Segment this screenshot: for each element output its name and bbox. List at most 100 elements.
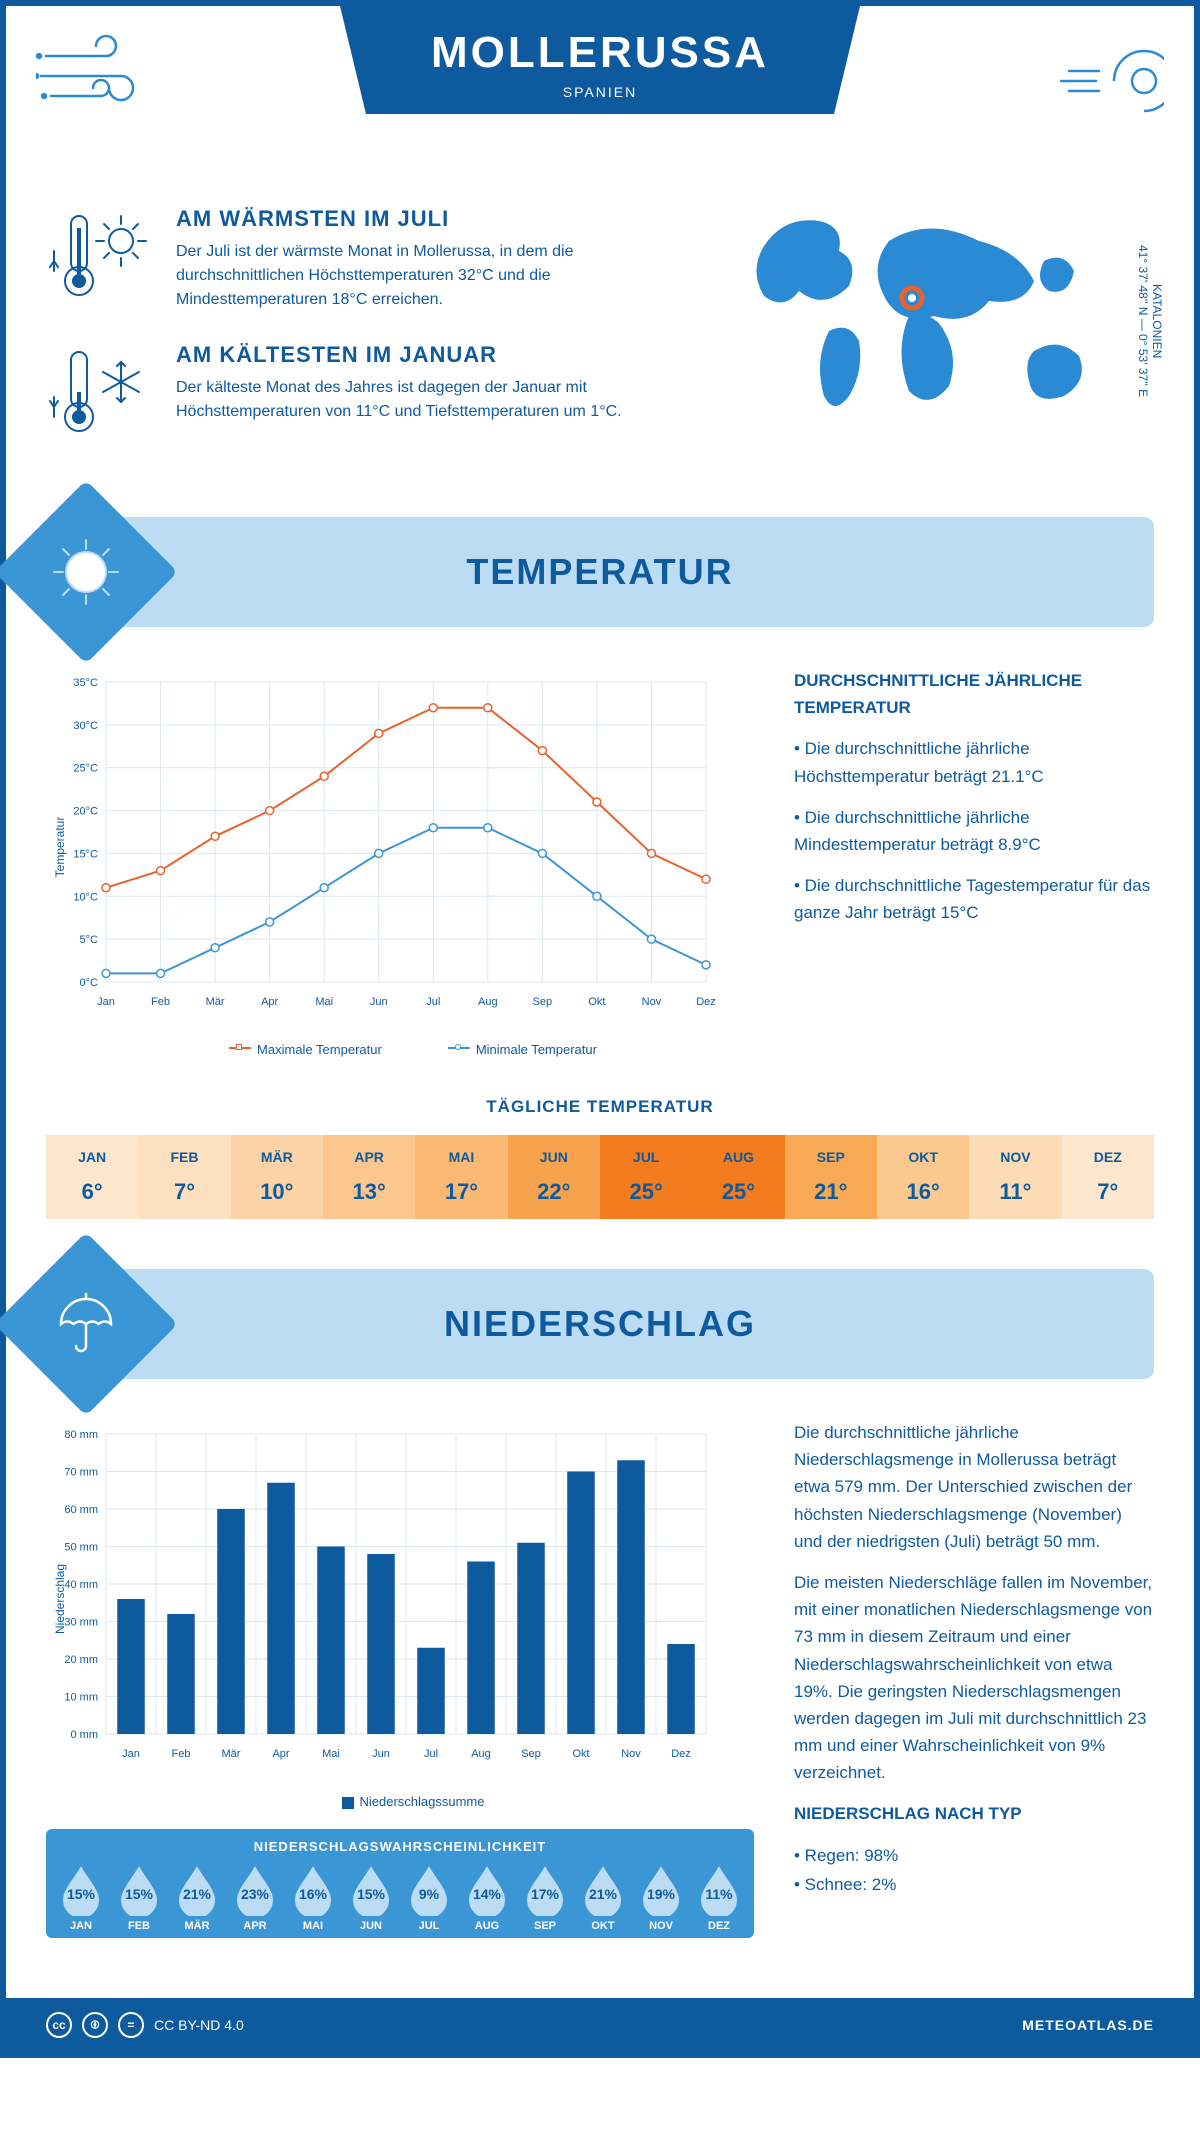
daily-value: 16°: [877, 1179, 969, 1205]
intro-facts: AM WÄRMSTEN IM JULI Der Juli ist der wär…: [46, 206, 694, 477]
daily-temp-cell: APR 13°: [323, 1135, 415, 1219]
coordinates: KATALONIEN 41° 37' 48'' N — 0° 53' 37'' …: [1136, 206, 1164, 436]
daily-temp-title: TÄGLICHE TEMPERATUR: [46, 1097, 1154, 1117]
daily-value: 25°: [692, 1179, 784, 1205]
daily-value: 13°: [323, 1179, 415, 1205]
precip-summary: Die durchschnittliche jährliche Niedersc…: [794, 1419, 1154, 1938]
daily-month: MAI: [415, 1149, 507, 1165]
svg-text:Mai: Mai: [315, 996, 333, 1008]
precip-prob-cell: 16%MAI: [284, 1862, 342, 1932]
precip-prob-cell: 23%APR: [226, 1862, 284, 1932]
drop-icon: 21%: [175, 1862, 219, 1916]
precip-p2: Die meisten Niederschläge fallen im Nove…: [794, 1569, 1154, 1787]
temp-summary-b1: • Die durchschnittliche jährliche Höchst…: [794, 735, 1154, 789]
drop-percent: 17%: [523, 1862, 567, 1916]
coords-label: 41° 37' 48'' N — 0° 53' 37'' E: [1136, 245, 1150, 397]
svg-text:Dez: Dez: [696, 996, 716, 1008]
drop-month: SEP: [516, 1920, 574, 1932]
svg-text:70 mm: 70 mm: [64, 1467, 98, 1479]
daily-temp-cell: FEB7°: [138, 1135, 230, 1219]
svg-text:Jun: Jun: [370, 996, 388, 1008]
daily-value: 6°: [46, 1179, 138, 1205]
daily-temp-cell: NOV11°: [969, 1135, 1061, 1219]
drop-icon: 11%: [697, 1862, 741, 1916]
drop-percent: 15%: [59, 1862, 103, 1916]
legend-max: Maximale Temperatur: [203, 1042, 382, 1057]
cc-icon: cc: [46, 2012, 72, 2038]
daily-month: APR: [323, 1149, 415, 1165]
daily-value: 17°: [415, 1179, 507, 1205]
fact-warmest: AM WÄRMSTEN IM JULI Der Juli ist der wär…: [46, 206, 694, 312]
daily-month: DEZ: [1062, 1149, 1154, 1165]
svg-text:35°C: 35°C: [73, 677, 98, 689]
temp-summary-b2: • Die durchschnittliche jährliche Mindes…: [794, 804, 1154, 858]
daily-month: AUG: [692, 1149, 784, 1165]
drop-percent: 9%: [407, 1862, 451, 1916]
fact-coldest: AM KÄLTESTEN IM JANUAR Der kälteste Mona…: [46, 342, 694, 447]
daily-month: NOV: [969, 1149, 1061, 1165]
drop-icon: 14%: [465, 1862, 509, 1916]
svg-text:Okt: Okt: [588, 996, 605, 1008]
world-map: [734, 206, 1114, 436]
precip-block: 0 mm10 mm20 mm30 mm40 mm50 mm60 mm70 mm8…: [46, 1419, 1154, 1938]
temperature-block: 0°C5°C10°C15°C20°C25°C30°C35°CJanFebMärA…: [46, 667, 1154, 1057]
drop-percent: 21%: [175, 1862, 219, 1916]
umbrella-icon: [0, 1232, 178, 1416]
svg-text:20°C: 20°C: [73, 806, 98, 818]
drop-month: JAN: [52, 1920, 110, 1932]
svg-text:20 mm: 20 mm: [64, 1654, 98, 1666]
daily-month: MÄR: [231, 1149, 323, 1165]
precip-chart-area: 0 mm10 mm20 mm30 mm40 mm50 mm60 mm70 mm8…: [46, 1419, 754, 1938]
section-temperature-banner: TEMPERATUR: [46, 517, 1154, 627]
daily-temp-cell: OKT16°: [877, 1135, 969, 1219]
svg-text:Aug: Aug: [471, 1748, 491, 1760]
precip-type-title: NIEDERSCHLAG NACH TYP: [794, 1800, 1154, 1827]
drop-month: AUG: [458, 1920, 516, 1932]
svg-text:0 mm: 0 mm: [71, 1729, 99, 1741]
precip-type-2: • Schnee: 2%: [794, 1871, 1154, 1898]
footer: cc 🅯 = CC BY-ND 4.0 METEOATLAS.DE: [6, 1998, 1194, 2052]
drop-icon: 23%: [233, 1862, 277, 1916]
drop-icon: 15%: [117, 1862, 161, 1916]
license-block: cc 🅯 = CC BY-ND 4.0: [46, 2012, 244, 2038]
daily-temp-cell: JUN22°: [508, 1135, 600, 1219]
fact-cold-text: Der kälteste Monat des Jahres ist dagege…: [176, 376, 694, 424]
section-precip-banner: NIEDERSCHLAG: [46, 1269, 1154, 1379]
svg-text:Jul: Jul: [424, 1748, 438, 1760]
daily-month: JUN: [508, 1149, 600, 1165]
svg-text:40 mm: 40 mm: [64, 1579, 98, 1591]
svg-text:Feb: Feb: [151, 996, 170, 1008]
svg-text:Jul: Jul: [426, 996, 440, 1008]
svg-text:50 mm: 50 mm: [64, 1542, 98, 1554]
daily-month: JAN: [46, 1149, 138, 1165]
precip-prob-cell: 15%JUN: [342, 1862, 400, 1932]
svg-text:Temperatur: Temperatur: [53, 817, 67, 878]
precip-legend: Niederschlagssumme: [46, 1794, 754, 1809]
map-area: KATALONIEN 41° 37' 48'' N — 0° 53' 37'' …: [734, 206, 1154, 477]
svg-text:Jan: Jan: [97, 996, 115, 1008]
precip-p1: Die durchschnittliche jährliche Niedersc…: [794, 1419, 1154, 1555]
svg-text:0°C: 0°C: [80, 977, 99, 989]
drop-percent: 11%: [697, 1862, 741, 1916]
temp-summary-b3: • Die durchschnittliche Tagestemperatur …: [794, 872, 1154, 926]
brand: METEOATLAS.DE: [1022, 2017, 1154, 2033]
fact-cold-title: AM KÄLTESTEN IM JANUAR: [176, 342, 694, 368]
license-text: CC BY-ND 4.0: [154, 2017, 244, 2033]
by-icon: 🅯: [82, 2012, 108, 2038]
daily-temp-table: JAN6°FEB7°MÄR10°APR13°MAI17°JUN22°JUL25°…: [46, 1135, 1154, 1219]
precip-prob-cell: 15%FEB: [110, 1862, 168, 1932]
precip-prob-cell: 17% SEP: [516, 1862, 574, 1932]
drop-month: OKT: [574, 1920, 632, 1932]
precip-prob-cell: 15% JAN: [52, 1862, 110, 1932]
daily-month: SEP: [785, 1149, 877, 1165]
svg-text:Apr: Apr: [261, 996, 278, 1008]
precip-probability-box: NIEDERSCHLAGSWAHRSCHEINLICHKEIT 15%JAN15…: [46, 1829, 754, 1938]
drop-icon: 15%: [59, 1862, 103, 1916]
drop-month: MÄR: [168, 1920, 226, 1932]
svg-text:Mai: Mai: [322, 1748, 340, 1760]
precip-prob-cell: 19%NOV: [632, 1862, 690, 1932]
daily-month: JUL: [600, 1149, 692, 1165]
svg-text:5°C: 5°C: [80, 934, 99, 946]
drop-percent: 15%: [117, 1862, 161, 1916]
drop-icon: 9%: [407, 1862, 451, 1916]
